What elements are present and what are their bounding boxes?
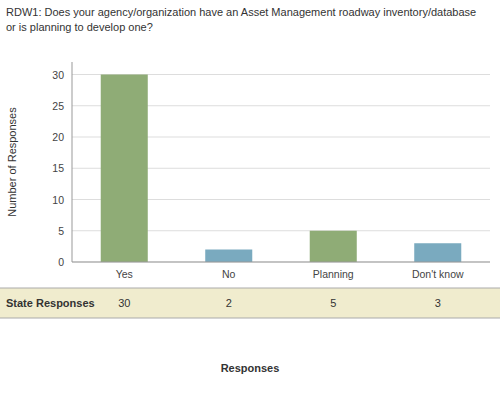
bars bbox=[101, 75, 462, 263]
data-label: 2 bbox=[226, 297, 232, 309]
data-label: 3 bbox=[435, 297, 441, 309]
footer-label: State Responses bbox=[6, 297, 95, 309]
y-tick-label: 15 bbox=[52, 162, 64, 174]
data-label: 5 bbox=[330, 297, 336, 309]
title-line: or is planning to develop one? bbox=[6, 21, 153, 33]
y-tick-label: 5 bbox=[58, 225, 64, 237]
y-tick-label: 0 bbox=[58, 256, 64, 268]
x-tick-label: Yes bbox=[116, 268, 133, 280]
footer-border bbox=[0, 288, 500, 289]
bar bbox=[414, 243, 461, 262]
y-tick-label: 30 bbox=[52, 69, 64, 81]
bar bbox=[310, 231, 357, 262]
chart-svg: RDW1: Does your agency/organization have… bbox=[0, 0, 500, 397]
y-axis-label: Number of Responses bbox=[6, 107, 18, 217]
y-tick-label: 10 bbox=[52, 194, 64, 206]
x-tick-label: Planning bbox=[313, 268, 354, 280]
title: RDW1: Does your agency/organization have… bbox=[6, 6, 476, 33]
title-line: RDW1: Does your agency/organization have… bbox=[6, 6, 476, 18]
y-axis-line bbox=[72, 62, 73, 262]
grid-line bbox=[72, 262, 490, 263]
data-label: 30 bbox=[118, 297, 130, 309]
chart-container: RDW1: Does your agency/organization have… bbox=[0, 0, 500, 397]
x-tick-label: Don't know bbox=[412, 268, 464, 280]
bar bbox=[101, 75, 148, 263]
y-tick-label: 25 bbox=[52, 100, 64, 112]
x-tick-label: No bbox=[222, 268, 236, 280]
y-tick-label: 20 bbox=[52, 131, 64, 143]
grid bbox=[72, 75, 490, 263]
footer-border bbox=[0, 318, 500, 319]
x-axis-line bbox=[72, 262, 490, 263]
footer-band bbox=[0, 288, 500, 318]
bar bbox=[205, 250, 252, 263]
x-axis-label: Responses bbox=[221, 362, 280, 374]
